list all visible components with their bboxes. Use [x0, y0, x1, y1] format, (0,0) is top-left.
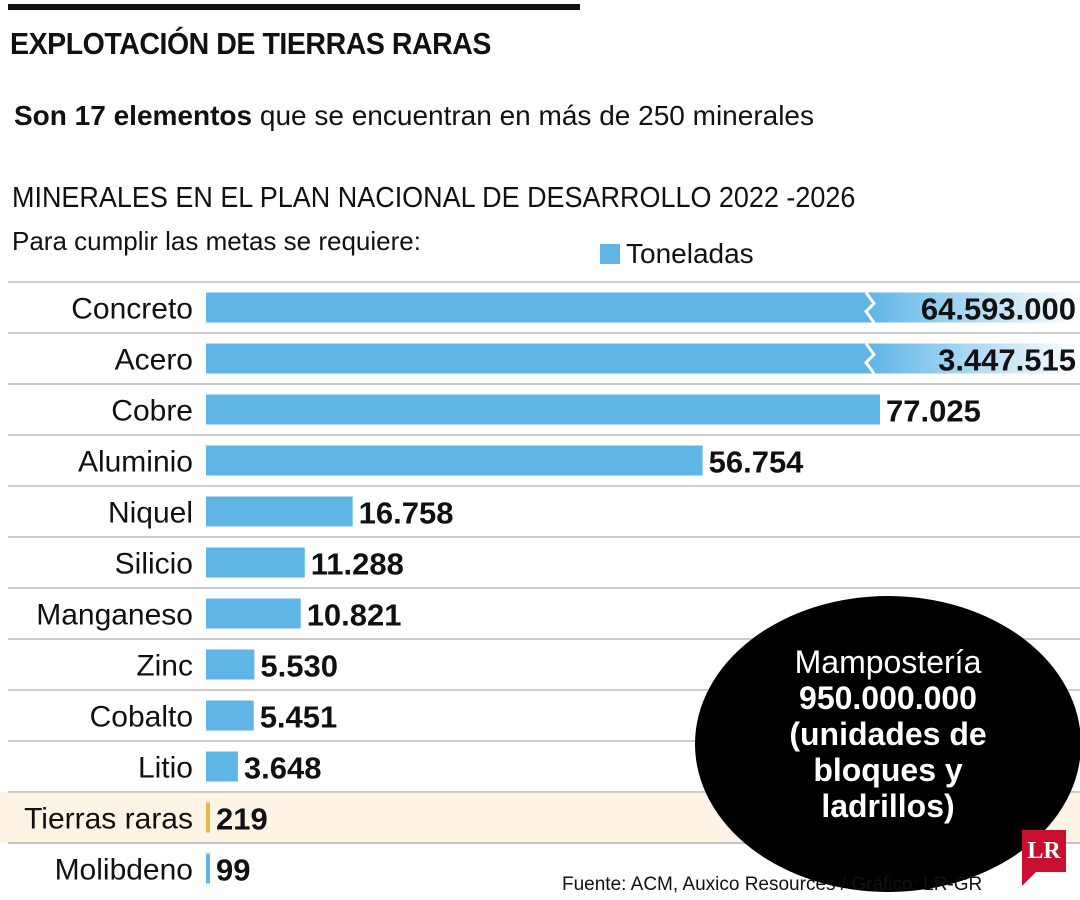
bar — [206, 343, 870, 374]
category-label: Silicio — [115, 548, 193, 581]
bar — [206, 496, 353, 527]
value-label: 64.593.000 — [921, 292, 1076, 327]
callout-label: Mampostería — [794, 644, 982, 680]
legend-swatch — [600, 244, 620, 264]
category-label: Cobre — [111, 395, 193, 428]
value-label: 16.758 — [359, 496, 454, 531]
category-label: Aluminio — [78, 446, 193, 479]
source-note: Fuente: ACM, Auxico Resources / Gráfico:… — [562, 874, 983, 895]
bar — [206, 853, 210, 884]
lr-logo: LR — [1022, 830, 1066, 886]
bar — [206, 700, 254, 731]
bar — [206, 802, 210, 833]
bar-break-segment — [870, 292, 1080, 323]
bar — [206, 598, 301, 629]
subtitle: Son 17 elementos que se encuentran en má… — [14, 100, 814, 132]
top-rule — [8, 4, 580, 10]
value-label: 3.447.515 — [938, 343, 1076, 378]
value-label: 10.821 — [307, 598, 402, 633]
value-label: 99 — [216, 853, 250, 888]
category-label: Molibdeno — [55, 854, 193, 887]
axis-break-mark — [864, 291, 876, 324]
bar — [206, 547, 305, 578]
subtitle-bold: Son 17 elementos — [14, 100, 253, 131]
value-label: 56.754 — [709, 445, 805, 480]
bar — [206, 649, 255, 680]
value-label: 219 — [216, 802, 268, 837]
category-label: Cobalto — [90, 701, 193, 734]
category-label: Tierras raras — [24, 803, 193, 836]
bar — [206, 751, 238, 782]
category-label: Zinc — [136, 650, 193, 683]
category-label: Niquel — [108, 497, 193, 530]
bar-break-segment — [870, 343, 1080, 374]
legend: Toneladas — [600, 238, 754, 270]
value-label: 77.025 — [886, 394, 981, 429]
bar — [206, 394, 880, 425]
value-label: 3.648 — [244, 751, 322, 786]
callout-circle: Mampostería 950.000.000 (unidades de blo… — [695, 596, 1080, 892]
bar — [206, 292, 870, 323]
category-label: Litio — [138, 752, 193, 785]
chart-title: MINERALES EN EL PLAN NACIONAL DE DESARRO… — [12, 182, 856, 214]
subtitle-rest: que se encuentran en más de 250 minerale… — [252, 100, 815, 131]
callout-unit: (unidades de bloques y ladrillos) — [789, 716, 987, 824]
category-label: Concreto — [71, 293, 193, 326]
callout-value: 950.000.000 — [799, 680, 977, 716]
page-title: EXPLOTACIÓN DE TIERRAS RARAS — [10, 26, 491, 61]
value-label: 5.451 — [260, 700, 338, 735]
category-label: Manganeso — [36, 599, 193, 632]
category-label: Acero — [115, 344, 193, 377]
value-label: 5.530 — [260, 649, 338, 684]
value-label: 11.288 — [311, 547, 404, 582]
axis-break-mark — [864, 342, 876, 375]
chart-subtitle: Para cumplir las metas se requiere: — [12, 226, 421, 256]
bar — [206, 445, 703, 476]
legend-label: Toneladas — [626, 238, 754, 269]
